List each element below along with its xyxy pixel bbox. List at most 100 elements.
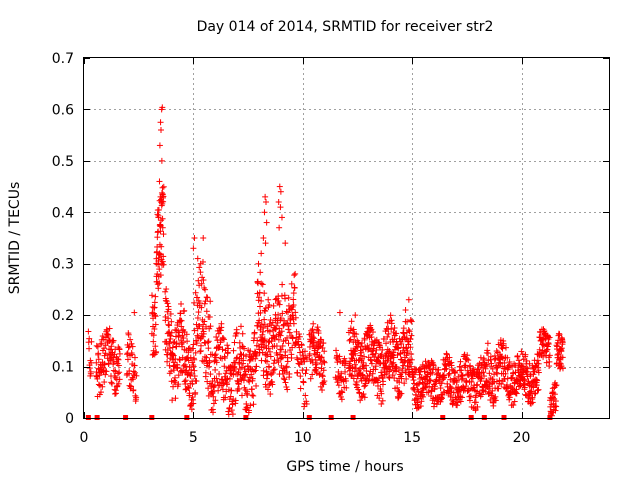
data-point xyxy=(279,310,286,317)
data-point xyxy=(367,322,374,329)
data-point-spike xyxy=(277,204,284,211)
data-point xyxy=(310,320,317,327)
data-point xyxy=(168,318,175,325)
data-point xyxy=(446,354,453,361)
data-point xyxy=(556,331,563,338)
data-point xyxy=(414,399,421,406)
data-point xyxy=(365,378,372,385)
data-point xyxy=(398,390,405,397)
data-point xyxy=(407,317,414,324)
data-point xyxy=(213,375,220,382)
data-point xyxy=(320,358,327,365)
data-point xyxy=(249,375,256,382)
plot-frame xyxy=(83,57,610,419)
data-point xyxy=(510,402,517,409)
data-point xyxy=(378,369,385,376)
data-point-spike xyxy=(158,157,165,164)
data-point xyxy=(408,356,415,363)
data-point xyxy=(301,403,308,410)
data-point xyxy=(412,369,419,376)
data-point xyxy=(280,375,287,382)
data-point xyxy=(110,367,117,374)
data-point xyxy=(246,374,253,381)
data-point xyxy=(213,333,220,340)
data-point xyxy=(390,359,397,366)
data-point xyxy=(280,370,287,377)
data-point xyxy=(346,337,353,344)
data-point xyxy=(320,340,327,347)
data-point xyxy=(230,396,237,403)
data-point xyxy=(128,383,135,390)
data-point xyxy=(466,397,473,404)
data-point xyxy=(178,300,185,307)
data-point-spike xyxy=(156,178,163,185)
data-point xyxy=(420,393,427,400)
data-point xyxy=(474,403,481,410)
data-point xyxy=(102,371,109,378)
x-tick-label: 10 xyxy=(294,430,312,446)
data-point xyxy=(246,357,253,364)
data-point xyxy=(174,365,181,372)
data-point xyxy=(321,378,328,385)
data-point xyxy=(125,344,132,351)
zero-marker xyxy=(243,415,249,420)
data-point xyxy=(190,363,197,370)
data-point xyxy=(216,370,223,377)
data-point xyxy=(152,293,159,300)
data-point xyxy=(170,359,177,366)
data-point xyxy=(468,378,475,385)
data-point xyxy=(261,336,268,343)
data-point xyxy=(292,309,299,316)
data-point xyxy=(350,375,357,382)
y-tick-label: 0.6 xyxy=(52,102,74,118)
data-point xyxy=(170,352,177,359)
data-point xyxy=(543,347,550,354)
data-point xyxy=(559,339,566,346)
data-point xyxy=(531,368,538,375)
data-point xyxy=(236,339,243,346)
data-point xyxy=(493,369,500,376)
data-point xyxy=(311,335,318,342)
data-point xyxy=(348,318,355,325)
data-point xyxy=(108,379,115,386)
data-point xyxy=(248,386,255,393)
data-point xyxy=(269,369,276,376)
data-point xyxy=(363,367,370,374)
data-point xyxy=(535,386,542,393)
data-point xyxy=(358,349,365,356)
data-point xyxy=(101,379,108,386)
data-point xyxy=(534,377,541,384)
data-point xyxy=(509,385,516,392)
data-point xyxy=(399,365,406,372)
data-point xyxy=(283,383,290,390)
data-point-spike xyxy=(159,224,166,231)
data-point xyxy=(128,351,135,358)
data-point xyxy=(133,372,140,379)
data-point xyxy=(459,394,466,401)
data-point xyxy=(524,365,531,372)
data-point xyxy=(195,309,202,316)
data-point xyxy=(151,299,158,306)
data-point xyxy=(159,184,166,191)
data-point xyxy=(190,400,197,407)
data-point xyxy=(154,281,161,288)
data-point xyxy=(287,315,294,322)
data-point xyxy=(466,393,473,400)
data-point xyxy=(394,344,401,351)
data-point xyxy=(224,342,231,349)
data-point xyxy=(372,366,379,373)
data-point xyxy=(167,333,174,340)
data-point xyxy=(275,336,282,343)
data-point xyxy=(229,411,236,418)
data-point xyxy=(408,363,415,370)
data-point xyxy=(109,380,116,387)
data-point xyxy=(240,352,247,359)
data-point xyxy=(543,359,550,366)
data-point xyxy=(95,350,102,357)
zero-marker xyxy=(328,415,334,420)
data-point xyxy=(320,381,327,388)
data-point xyxy=(155,206,162,213)
data-point xyxy=(197,342,204,349)
data-point xyxy=(266,364,273,371)
data-point xyxy=(356,390,363,397)
